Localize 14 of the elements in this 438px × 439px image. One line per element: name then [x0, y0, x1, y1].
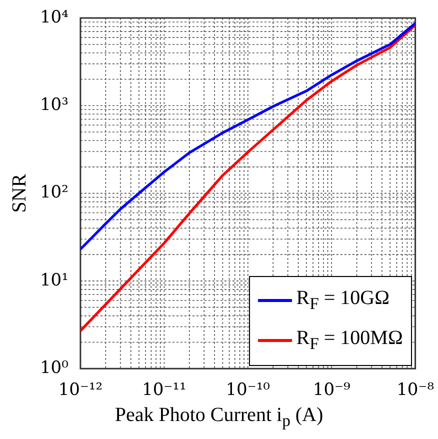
x-tick-label: 10⁻⁹ [312, 380, 350, 400]
legend-label: R$_{F}$ = 10GΩ [296, 286, 390, 315]
x-tick-label: 10⁻⁸ [396, 380, 434, 400]
legend-label: R$_{F}$ = 100MΩ [296, 326, 403, 355]
y-tick-label: 10⁰ [40, 358, 69, 378]
x-tick-label: 10⁻¹¹ [142, 380, 186, 400]
x-tick-label: 10⁻¹² [58, 380, 103, 400]
y-tick-label: 10³ [40, 95, 68, 116]
x-tick-label: 10⁻¹⁰ [226, 380, 270, 400]
y-tick-label: 10² [40, 182, 68, 203]
y-axis-title: SNR [8, 173, 30, 213]
y-tick-label: 10⁴ [40, 7, 69, 28]
x-axis-title: Peak Photo Current i$_{p}$ (A) [114, 404, 324, 431]
y-tick-label: 10¹ [40, 270, 68, 290]
